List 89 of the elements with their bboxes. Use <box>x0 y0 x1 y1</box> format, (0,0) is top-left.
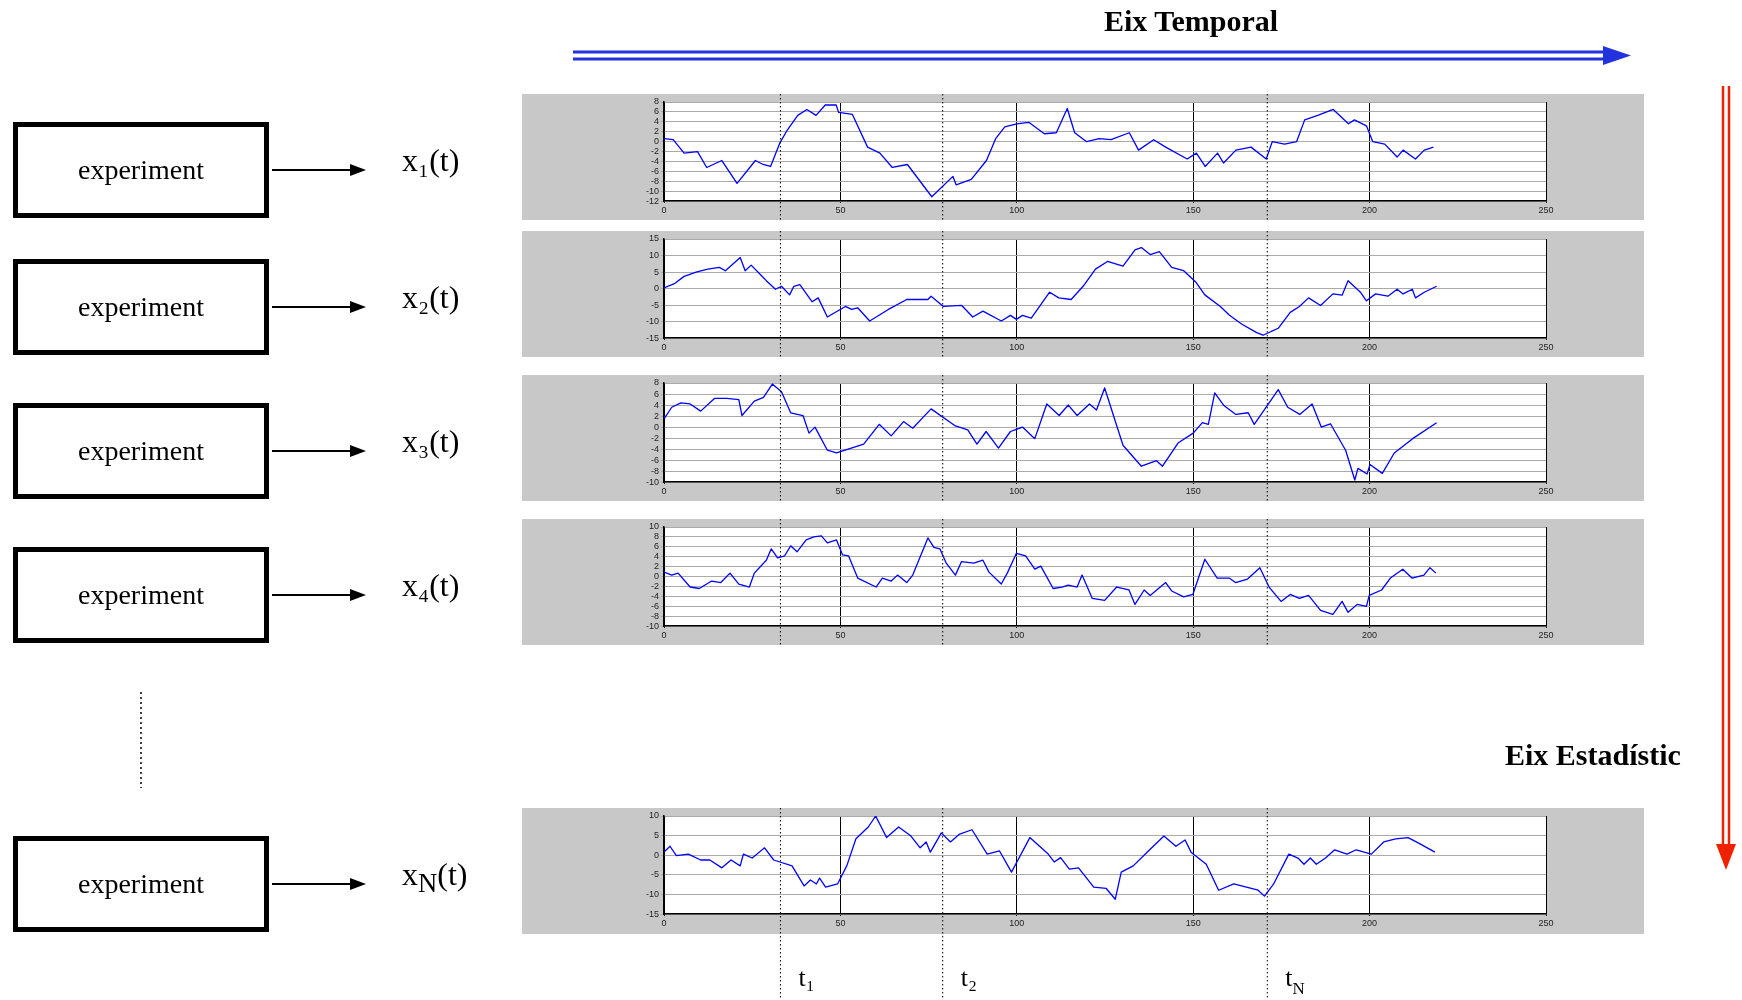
y-axis-title: x₃(t) <box>402 423 460 460</box>
y-tick-label: 0 <box>653 283 660 294</box>
y-tick-label: -15 <box>645 332 660 343</box>
y-axis-title: x₁(t) <box>402 142 460 179</box>
y-tick-label: 2 <box>653 561 660 572</box>
ref-line-label: t₂ <box>960 963 978 992</box>
chart-title: Eix Temporal <box>1104 4 1279 38</box>
y-tick-label: 15 <box>648 233 660 244</box>
y-tick-label: -6 <box>650 454 660 465</box>
y-tick-label: -8 <box>650 175 660 186</box>
y-tick-label: 6 <box>653 388 660 399</box>
y-tick-label: 0 <box>653 136 660 147</box>
x-tick-label: 100 <box>1009 486 1025 497</box>
y-tick-label: -2 <box>650 146 660 157</box>
text: experiment <box>13 122 269 218</box>
y-tick-label: 4 <box>653 399 660 410</box>
y-tick-label: -5 <box>650 869 660 880</box>
x-tick-label: 250 <box>1538 342 1554 353</box>
x-tick-label: 200 <box>1362 486 1378 497</box>
x-tick-label: 0 <box>661 630 667 641</box>
y-tick-label: -15 <box>645 908 660 919</box>
x-tick-label: 0 <box>661 205 667 216</box>
y-tick-label: -2 <box>650 432 660 443</box>
y-tick-label: 5 <box>653 266 660 277</box>
x-tick-label: 100 <box>1009 630 1025 641</box>
x-tick-label: 50 <box>835 486 846 497</box>
y-tick-label: 0 <box>653 571 660 582</box>
text: Eix Estadístic <box>1505 738 1681 772</box>
x-tick-label: 50 <box>835 205 846 216</box>
ref-line-label: t₁ <box>798 963 815 992</box>
x-tick-label: 150 <box>1185 342 1201 353</box>
x-tick-label: 50 <box>835 630 846 641</box>
x-tick-label: 0 <box>661 342 667 353</box>
y-tick-label: -10 <box>645 316 660 327</box>
y-tick-label: -8 <box>650 610 660 621</box>
x-tick-label: 100 <box>1009 342 1025 353</box>
y-axis-title: x₂(t) <box>402 279 460 316</box>
x-tick-label: 200 <box>1362 630 1378 641</box>
y-tick-label: 2 <box>653 126 660 137</box>
y-tick-label: -10 <box>645 620 660 631</box>
y-tick-label: -4 <box>650 443 660 454</box>
y-tick-label: -5 <box>650 299 660 310</box>
y-tick-label: 5 <box>653 830 660 841</box>
x-tick-label: 100 <box>1009 918 1025 929</box>
y-tick-label: -6 <box>650 600 660 611</box>
y-tick-label: 6 <box>653 106 660 117</box>
y-tick-label: -10 <box>645 476 660 487</box>
y-axis-title: x$_{N}$(t) <box>402 856 468 900</box>
y-tick-label: -4 <box>650 156 660 166</box>
y-tick-label: 6 <box>653 541 660 552</box>
y-tick-label: 10 <box>648 250 660 261</box>
y-axis-title: x₄(t) <box>402 567 460 604</box>
y-tick-label: 0 <box>653 849 660 860</box>
y-tick-label: 8 <box>653 96 660 107</box>
x-tick-label: 250 <box>1538 630 1554 641</box>
x-tick-label: 250 <box>1538 486 1554 497</box>
x-tick-label: 200 <box>1362 342 1378 353</box>
y-tick-label: -10 <box>645 889 660 900</box>
x-tick-label: 150 <box>1185 630 1201 641</box>
y-tick-label: -6 <box>650 165 660 176</box>
x-tick-label: 150 <box>1185 486 1201 497</box>
x-tick-label: 0 <box>661 486 667 497</box>
y-tick-label: 2 <box>653 410 660 421</box>
x-tick-label: 0 <box>661 918 667 929</box>
y-tick-label: 10 <box>648 521 660 532</box>
x-tick-label: 150 <box>1185 205 1201 216</box>
text: experiment <box>13 403 269 499</box>
y-tick-label: 10 <box>648 810 660 821</box>
x-tick-label: 200 <box>1362 918 1378 929</box>
x-tick-label: 150 <box>1185 918 1201 929</box>
text: experiment <box>13 547 269 643</box>
x-tick-label: 250 <box>1538 205 1554 216</box>
y-tick-label: 0 <box>653 421 660 432</box>
y-tick-label: -10 <box>645 185 660 196</box>
x-tick-label: 100 <box>1009 205 1025 216</box>
y-tick-label: -12 <box>645 195 660 206</box>
x-tick-label: 250 <box>1538 918 1554 929</box>
y-tick-label: 8 <box>653 377 660 388</box>
text: experiment <box>13 836 269 932</box>
y-tick-label: -4 <box>650 590 660 601</box>
y-tick-label: -8 <box>650 465 660 476</box>
y-tick-label: 8 <box>653 531 660 542</box>
text: experiment <box>13 259 269 355</box>
x-tick-label: 50 <box>835 342 846 353</box>
y-tick-label: 4 <box>653 116 660 127</box>
x-tick-label: 200 <box>1362 205 1378 216</box>
y-tick-label: -2 <box>650 581 660 591</box>
x-tick-label: 50 <box>835 918 846 929</box>
y-tick-label: 4 <box>653 551 660 562</box>
